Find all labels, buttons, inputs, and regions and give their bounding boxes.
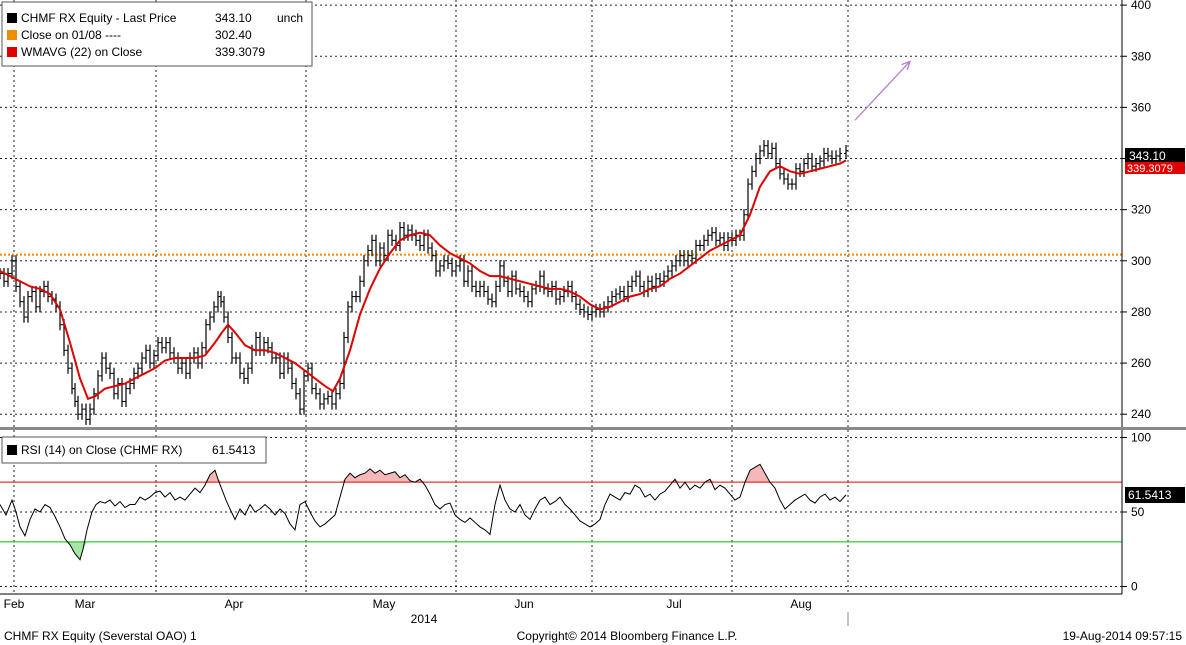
month-label-mar: Mar [75,597,96,611]
legend-swatch-close-ref [7,30,17,40]
price-tick-label-6: 360 [1131,100,1151,114]
legend-label-last-price: CHMF RX Equity - Last Price [21,11,177,25]
price-tick-label-0: 240 [1131,407,1151,421]
badge-last-price: 343.10 [1125,148,1185,163]
month-label-apr: Apr [225,597,244,611]
legend-label-close-ref: Close on 01/08 ---- [21,28,121,42]
price-tick-label-3: 300 [1131,254,1151,268]
badge-wmavg-box [1125,162,1185,174]
badge-rsi-box [1125,487,1185,503]
price-tick-label-1: 260 [1131,356,1151,370]
price-legend-box [1,1,313,67]
month-label-may: May [373,597,396,611]
legend-swatch-last-price [7,13,17,23]
rsi-overbought-fill [0,464,846,483]
rsi-tick-label-1: 50 [1131,505,1145,519]
rsi-legend: RSI (14) on Close (CHMF RX) 61.5413 [1,436,267,464]
legend-extra-last-price: unch [277,11,303,25]
rsi-legend-box [1,436,267,464]
axis-layer: 240260280300320340360380400050100FebMarA… [0,0,1186,626]
price-tick-label-2: 280 [1131,305,1151,319]
badge-wmavg: 339.3079 [1125,162,1185,175]
price-legend: CHMF RX Equity - Last Price 343.10 unch … [1,1,313,67]
legend-label-wmavg: WMAVG (22) on Close [21,45,142,59]
month-label-aug: Aug [790,597,811,611]
year-label: 2014 [411,612,438,626]
legend-value-rsi: 61.5413 [212,443,256,457]
trend-arrow-shaft [854,60,911,121]
price-tick-label-8: 400 [1131,0,1151,12]
rsi-panel [0,463,1122,561]
rsi-line [0,463,847,561]
badge-rsi-text: 61.5413 [1128,488,1172,502]
legend-label-rsi: RSI (14) on Close (CHMF RX) [21,443,182,457]
panel-separator [0,427,1186,430]
month-label-feb: Feb [4,597,25,611]
footer-center: Copyright© 2014 Bloomberg Finance L.P. [517,629,738,643]
month-label-jun: Jun [514,597,533,611]
legend-swatch-rsi [7,445,17,455]
rsi-tick-label-0: 0 [1131,580,1138,594]
footer-left: CHMF RX Equity (Severstal OAO) 1 [4,629,197,643]
trend-arrow-head [901,60,912,71]
badge-last-price-text: 343.10 [1129,149,1166,163]
month-label-jul: Jul [666,597,681,611]
badge-last-price-box [1125,148,1185,163]
badge-wmavg-text: 339.3079 [1127,163,1173,175]
wmavg-line [0,159,847,401]
badge-rsi: 61.5413 [1125,487,1185,503]
price-tick-label-7: 380 [1131,49,1151,63]
legend-value-wmavg: 339.3079 [215,45,265,59]
legend-value-close-ref: 302.40 [215,28,252,42]
legend-value-last-price: 343.10 [215,11,252,25]
price-panel [0,60,1122,425]
rsi-tick-label-2: 100 [1131,430,1151,444]
price-tick-label-4: 320 [1131,203,1151,217]
legend-swatch-wmavg [7,47,17,57]
footer-right: 19-Aug-2014 09:57:15 [1063,629,1183,643]
